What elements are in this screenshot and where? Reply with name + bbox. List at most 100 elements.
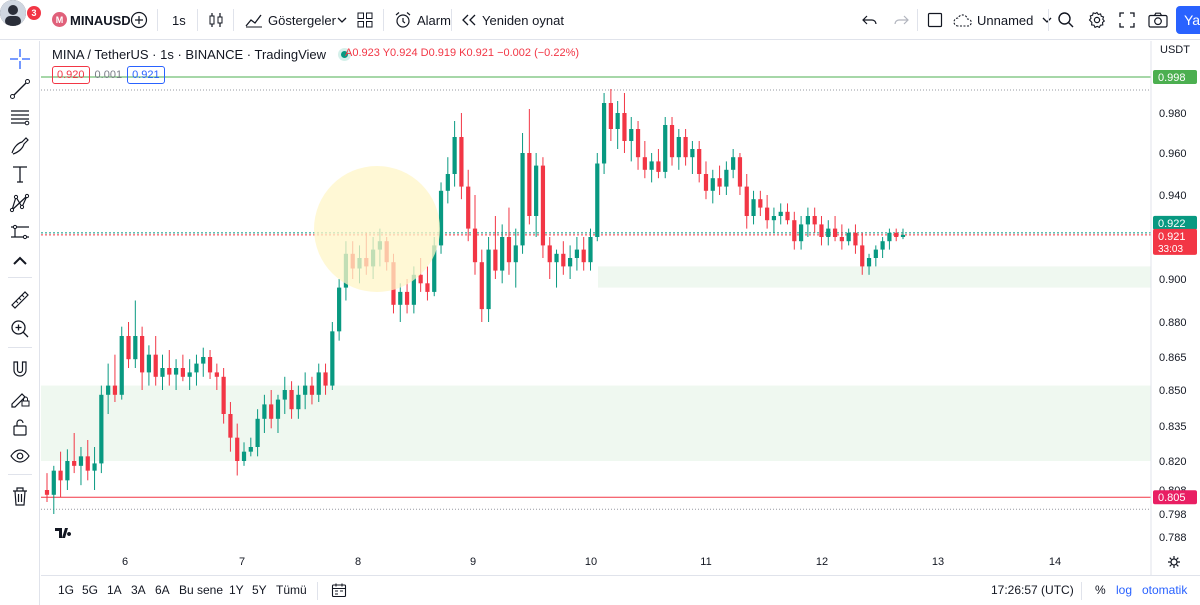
- sell-button[interactable]: 0.920: [52, 66, 90, 84]
- user-avatar-image: [0, 0, 26, 26]
- redo-button[interactable]: [893, 0, 909, 40]
- fullscreen-layout-button[interactable]: [927, 0, 943, 40]
- demand-zone[interactable]: [598, 266, 1151, 288]
- candle: [805, 207, 810, 237]
- log-scale-toggle[interactable]: log: [1116, 583, 1133, 597]
- fullscreen-button[interactable]: [1119, 0, 1135, 40]
- auto-scale-toggle[interactable]: otomatik: [1142, 583, 1188, 597]
- range-all[interactable]: Tümü: [276, 583, 307, 597]
- candle: [894, 228, 899, 242]
- candle: [771, 207, 777, 233]
- search-button[interactable]: [1057, 0, 1075, 40]
- symbol-search-button[interactable]: MINAUSD: [70, 12, 131, 28]
- alarm-button[interactable]: Alarm: [394, 0, 451, 40]
- settings-button[interactable]: [1088, 0, 1106, 40]
- candle: [269, 390, 274, 429]
- legend-title[interactable]: MINA / TetherUS · 1s · BINANCE · Trading…: [52, 46, 327, 62]
- buy-button[interactable]: 0.921: [127, 66, 165, 84]
- pattern-tool[interactable]: [8, 191, 32, 215]
- candle: [472, 195, 478, 275]
- add-symbol-button[interactable]: [130, 0, 148, 40]
- indicators-dropdown[interactable]: [337, 0, 347, 40]
- magnet-tool[interactable]: [8, 357, 32, 381]
- lock-all-tool[interactable]: [8, 415, 32, 439]
- svg-text:0.922: 0.922: [1158, 218, 1186, 230]
- remove-drawings-tool[interactable]: [8, 484, 32, 508]
- alarm-label: Alarm: [417, 12, 451, 28]
- ruler-icon: [11, 291, 29, 309]
- text-tool[interactable]: [8, 162, 32, 186]
- candle: [92, 447, 97, 490]
- range-6m[interactable]: 6A: [155, 583, 170, 597]
- range-5d[interactable]: 5G: [82, 583, 99, 597]
- candle: [99, 385, 104, 474]
- crosshair-tool[interactable]: [8, 47, 32, 71]
- candle: [404, 279, 410, 314]
- candle: [683, 129, 688, 166]
- candle: [506, 207, 512, 275]
- time-tick-label: 9: [470, 556, 476, 568]
- range-1m[interactable]: 1A: [107, 583, 122, 597]
- brush-tool[interactable]: [8, 133, 32, 157]
- snapshot-button[interactable]: [1148, 0, 1168, 40]
- expand-icon: [1119, 12, 1135, 28]
- replay-button[interactable]: Yeniden oynat: [461, 0, 564, 40]
- candle: [527, 109, 532, 225]
- candle: [839, 224, 844, 250]
- price-tick-label: 0.820: [1159, 456, 1187, 468]
- candle: [262, 394, 267, 433]
- support-price-tag: 0.805: [1153, 490, 1197, 505]
- timezone-clock[interactable]: 17:26:57 (UTC): [991, 583, 1074, 597]
- currency-label[interactable]: USDT: [1160, 44, 1190, 56]
- range-1y[interactable]: 1Y: [229, 583, 244, 597]
- candle: [58, 451, 63, 498]
- candle: [316, 363, 321, 402]
- indicators-button[interactable]: Göstergeler: [245, 0, 336, 40]
- price-tick-label: 0.880: [1159, 317, 1187, 329]
- candle: [581, 237, 586, 271]
- candle: [303, 372, 308, 410]
- trendline-tool[interactable]: [8, 77, 32, 101]
- demand-zone[interactable]: [41, 385, 1151, 461]
- publish-button[interactable]: Ya: [1176, 6, 1200, 34]
- range-1d[interactable]: 1G: [58, 583, 75, 597]
- candle: [520, 133, 525, 254]
- user-avatar[interactable]: [0, 0, 26, 26]
- calendar-icon: [331, 583, 347, 598]
- candle: [201, 347, 206, 377]
- percent-scale-toggle[interactable]: %: [1095, 583, 1106, 597]
- candle: [629, 117, 634, 162]
- candle: [669, 117, 675, 166]
- prediction-tool[interactable]: [8, 220, 32, 244]
- interval-button[interactable]: 1s: [172, 12, 186, 28]
- price-chart[interactable]: 0.980 0.960 0.940 0.920 0.900 0.880 0.865 0.850…: [41, 41, 1200, 575]
- alarm-clock-icon: [395, 12, 411, 28]
- candle: [146, 345, 152, 386]
- chart-type-button[interactable]: [208, 0, 224, 40]
- fib-tool[interactable]: [8, 105, 32, 129]
- layout-name-button[interactable]: Unnamed: [953, 0, 1052, 40]
- candle: [398, 283, 403, 322]
- square-icon: [927, 12, 943, 28]
- gear-icon: [1088, 11, 1106, 29]
- collapse-tools-button[interactable]: [8, 249, 32, 273]
- range-3m[interactable]: 3A: [131, 583, 146, 597]
- axis-settings-icon[interactable]: [1168, 556, 1180, 568]
- lock-drawing-tool[interactable]: [8, 386, 32, 410]
- range-5y[interactable]: 5Y: [252, 583, 267, 597]
- candle: [425, 266, 430, 301]
- zoom-tool[interactable]: [8, 317, 32, 341]
- goto-date-button[interactable]: [331, 582, 347, 601]
- range-ytd[interactable]: Bu sene: [179, 583, 224, 597]
- brush-icon: [11, 137, 29, 155]
- undo-button[interactable]: [862, 0, 878, 40]
- time-tick-label: 12: [816, 556, 828, 568]
- ruler-tool[interactable]: [8, 288, 32, 312]
- resistance-price-tag: 0.998: [1153, 70, 1197, 84]
- crosshair-icon: [10, 49, 30, 69]
- templates-button[interactable]: [357, 0, 373, 40]
- hide-drawings-tool[interactable]: [8, 444, 32, 468]
- time-tick-label: 13: [932, 556, 944, 568]
- svg-text:0.921: 0.921: [1158, 231, 1186, 243]
